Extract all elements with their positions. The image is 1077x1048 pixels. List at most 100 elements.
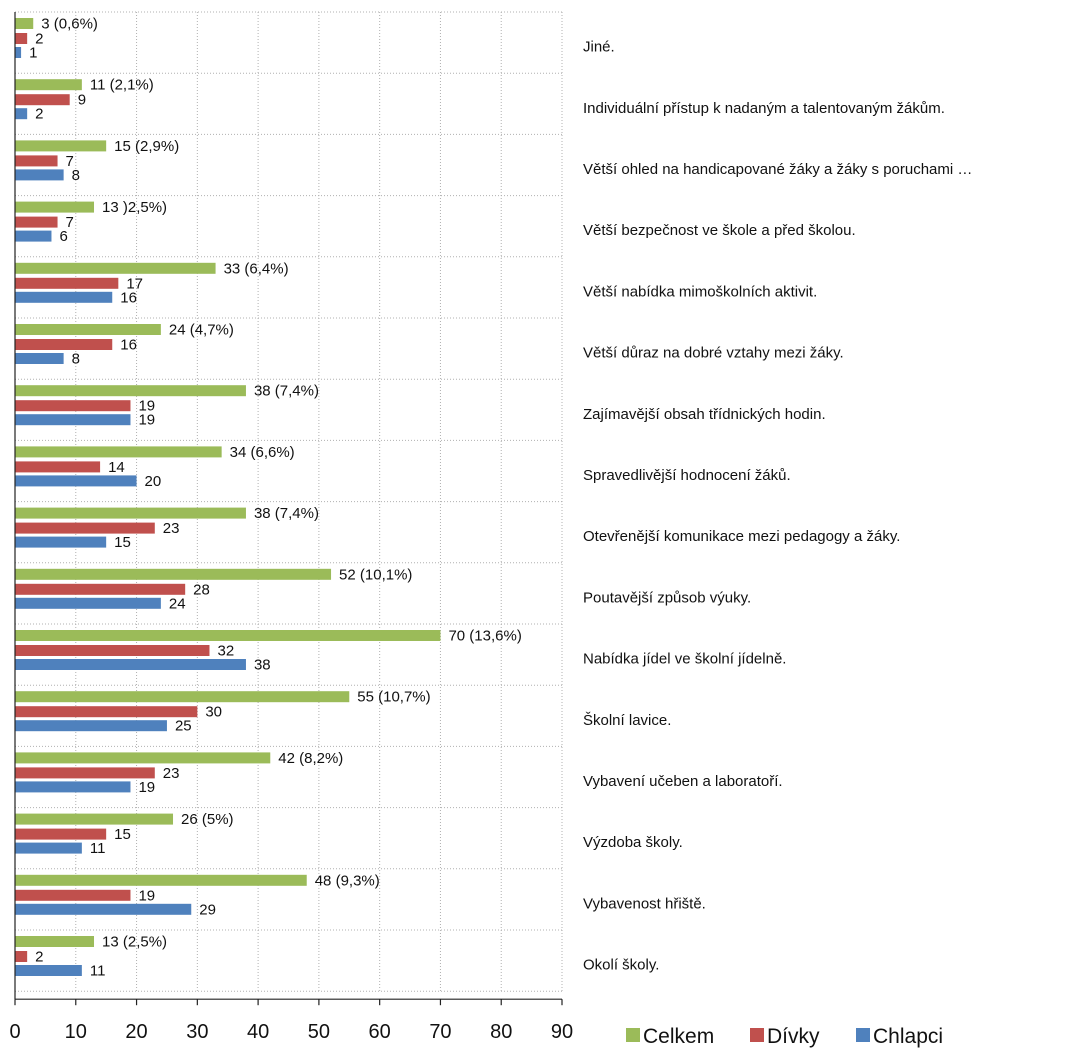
bar-chlapci xyxy=(15,781,131,793)
bar-dívky xyxy=(15,706,198,718)
legend-swatch-celkem xyxy=(626,1028,640,1042)
data-label: 14 xyxy=(108,459,125,476)
bar-chlapci xyxy=(15,230,52,242)
bar-dívky xyxy=(15,33,28,44)
bar-dívky xyxy=(15,645,210,656)
bar-celkem xyxy=(15,262,216,274)
data-label: 33 (6,4%) xyxy=(224,260,289,277)
category-label: Větší ohled na handicapované žáky a žáky… xyxy=(583,161,972,178)
bar-chlapci xyxy=(15,291,113,303)
bar-dívky xyxy=(15,522,155,534)
data-label: 38 (7,4%) xyxy=(254,383,319,400)
x-tick-label: 80 xyxy=(490,1021,512,1043)
data-label: 2 xyxy=(35,30,43,47)
data-label: 38 xyxy=(254,656,271,673)
data-label: 42 (8,2%) xyxy=(278,750,343,767)
data-label: 2 xyxy=(35,106,43,123)
category-label: Otevřenější komunikace mezi pedagogy a ž… xyxy=(583,528,900,545)
category-label: Větší důraz na dobré vztahy mezi žáky. xyxy=(583,345,844,362)
bars xyxy=(15,18,441,976)
bar-chlapci xyxy=(15,353,64,364)
category-label: Výzdoba školy. xyxy=(583,834,683,851)
bar-chlapci xyxy=(15,475,137,487)
data-label: 9 xyxy=(78,92,86,109)
x-tick-label: 70 xyxy=(429,1021,451,1043)
category-label: Vybavenost hřiště. xyxy=(583,895,706,912)
data-label: 11 xyxy=(90,840,106,857)
bar-chlapci xyxy=(15,597,161,609)
category-label: Poutavější způsob výuky. xyxy=(583,589,751,606)
bar-celkem xyxy=(15,18,34,29)
bar-celkem xyxy=(15,79,82,91)
data-label: 7 xyxy=(66,214,74,231)
bar-chlapci xyxy=(15,169,64,181)
data-label: 16 xyxy=(120,289,137,306)
legend: Celkem Dívky Chlapci xyxy=(626,1025,943,1048)
data-label: 29 xyxy=(199,901,216,918)
bar-celkem xyxy=(15,936,95,947)
data-label: 2 xyxy=(35,948,43,965)
bar-celkem xyxy=(15,568,332,580)
x-tick-label: 90 xyxy=(551,1021,573,1043)
data-label: 24 (4,7%) xyxy=(169,321,234,338)
bar-dívky xyxy=(15,155,58,167)
bar-celkem xyxy=(15,874,307,886)
data-label: 38 (7,4%) xyxy=(254,505,319,522)
bar-chlapci xyxy=(15,536,107,548)
data-label: 1 xyxy=(29,44,37,61)
x-tick-label: 0 xyxy=(9,1021,20,1043)
data-label: 20 xyxy=(145,473,162,490)
category-label: Okolí školy. xyxy=(583,957,659,974)
x-tick-label: 10 xyxy=(65,1021,87,1043)
bar-celkem xyxy=(15,507,246,519)
data-label: 8 xyxy=(72,350,80,367)
bar-dívky xyxy=(15,461,101,473)
bar-celkem xyxy=(15,385,246,397)
legend-swatch-chlapci xyxy=(856,1028,870,1042)
bar-chlapci xyxy=(15,842,82,854)
data-label: 11 (2,1%) xyxy=(90,77,154,94)
data-label: 26 (5%) xyxy=(181,811,234,828)
data-label: 25 xyxy=(175,718,192,735)
bar-dívky xyxy=(15,400,131,412)
bar-dívky xyxy=(15,767,155,779)
data-label: 6 xyxy=(59,228,67,245)
x-tick-label: 50 xyxy=(308,1021,330,1043)
data-label: 24 xyxy=(169,595,186,612)
bar-celkem xyxy=(15,201,95,213)
data-label: 7 xyxy=(66,153,74,170)
category-label: Jiné. xyxy=(583,39,615,56)
bar-chlapci xyxy=(15,659,246,670)
bar-dívky xyxy=(15,828,107,840)
data-label: 8 xyxy=(72,167,80,184)
data-label: 30 xyxy=(205,704,222,721)
bar-celkem xyxy=(15,752,271,764)
category-label: Vybavení učeben a laboratoří. xyxy=(583,773,783,790)
bar-celkem xyxy=(15,630,441,641)
bar-dívky xyxy=(15,94,70,106)
x-tick-label: 60 xyxy=(369,1021,391,1043)
bar-dívky xyxy=(15,889,131,901)
category-label: Školní lavice. xyxy=(583,712,671,729)
data-label: 15 (2,9%) xyxy=(114,138,179,155)
data-label: 23 xyxy=(163,520,180,537)
data-label: 19 xyxy=(138,779,155,796)
data-label: 13 )2,5%) xyxy=(102,199,167,216)
data-label: 55 (10,7%) xyxy=(357,689,430,706)
data-label: 11 xyxy=(90,962,106,979)
category-label: Nabídka jídel ve školní jídelně. xyxy=(583,651,786,668)
bar-celkem xyxy=(15,813,174,825)
bar-chlapci xyxy=(15,965,82,976)
data-label: 15 xyxy=(114,534,131,551)
data-label: 19 xyxy=(138,412,155,429)
bar-dívky xyxy=(15,216,58,228)
data-label: 15 xyxy=(114,826,131,843)
data-label: 13 (2,5%) xyxy=(102,933,167,950)
bar-chlapci xyxy=(15,108,28,120)
data-label: 23 xyxy=(163,765,180,782)
category-labels: Jiné. Individuální přístup k nadaným a ta… xyxy=(583,39,972,974)
bar-chlapci xyxy=(15,47,22,58)
legend-label: Dívky xyxy=(767,1025,820,1048)
x-tick-label: 20 xyxy=(125,1021,147,1043)
